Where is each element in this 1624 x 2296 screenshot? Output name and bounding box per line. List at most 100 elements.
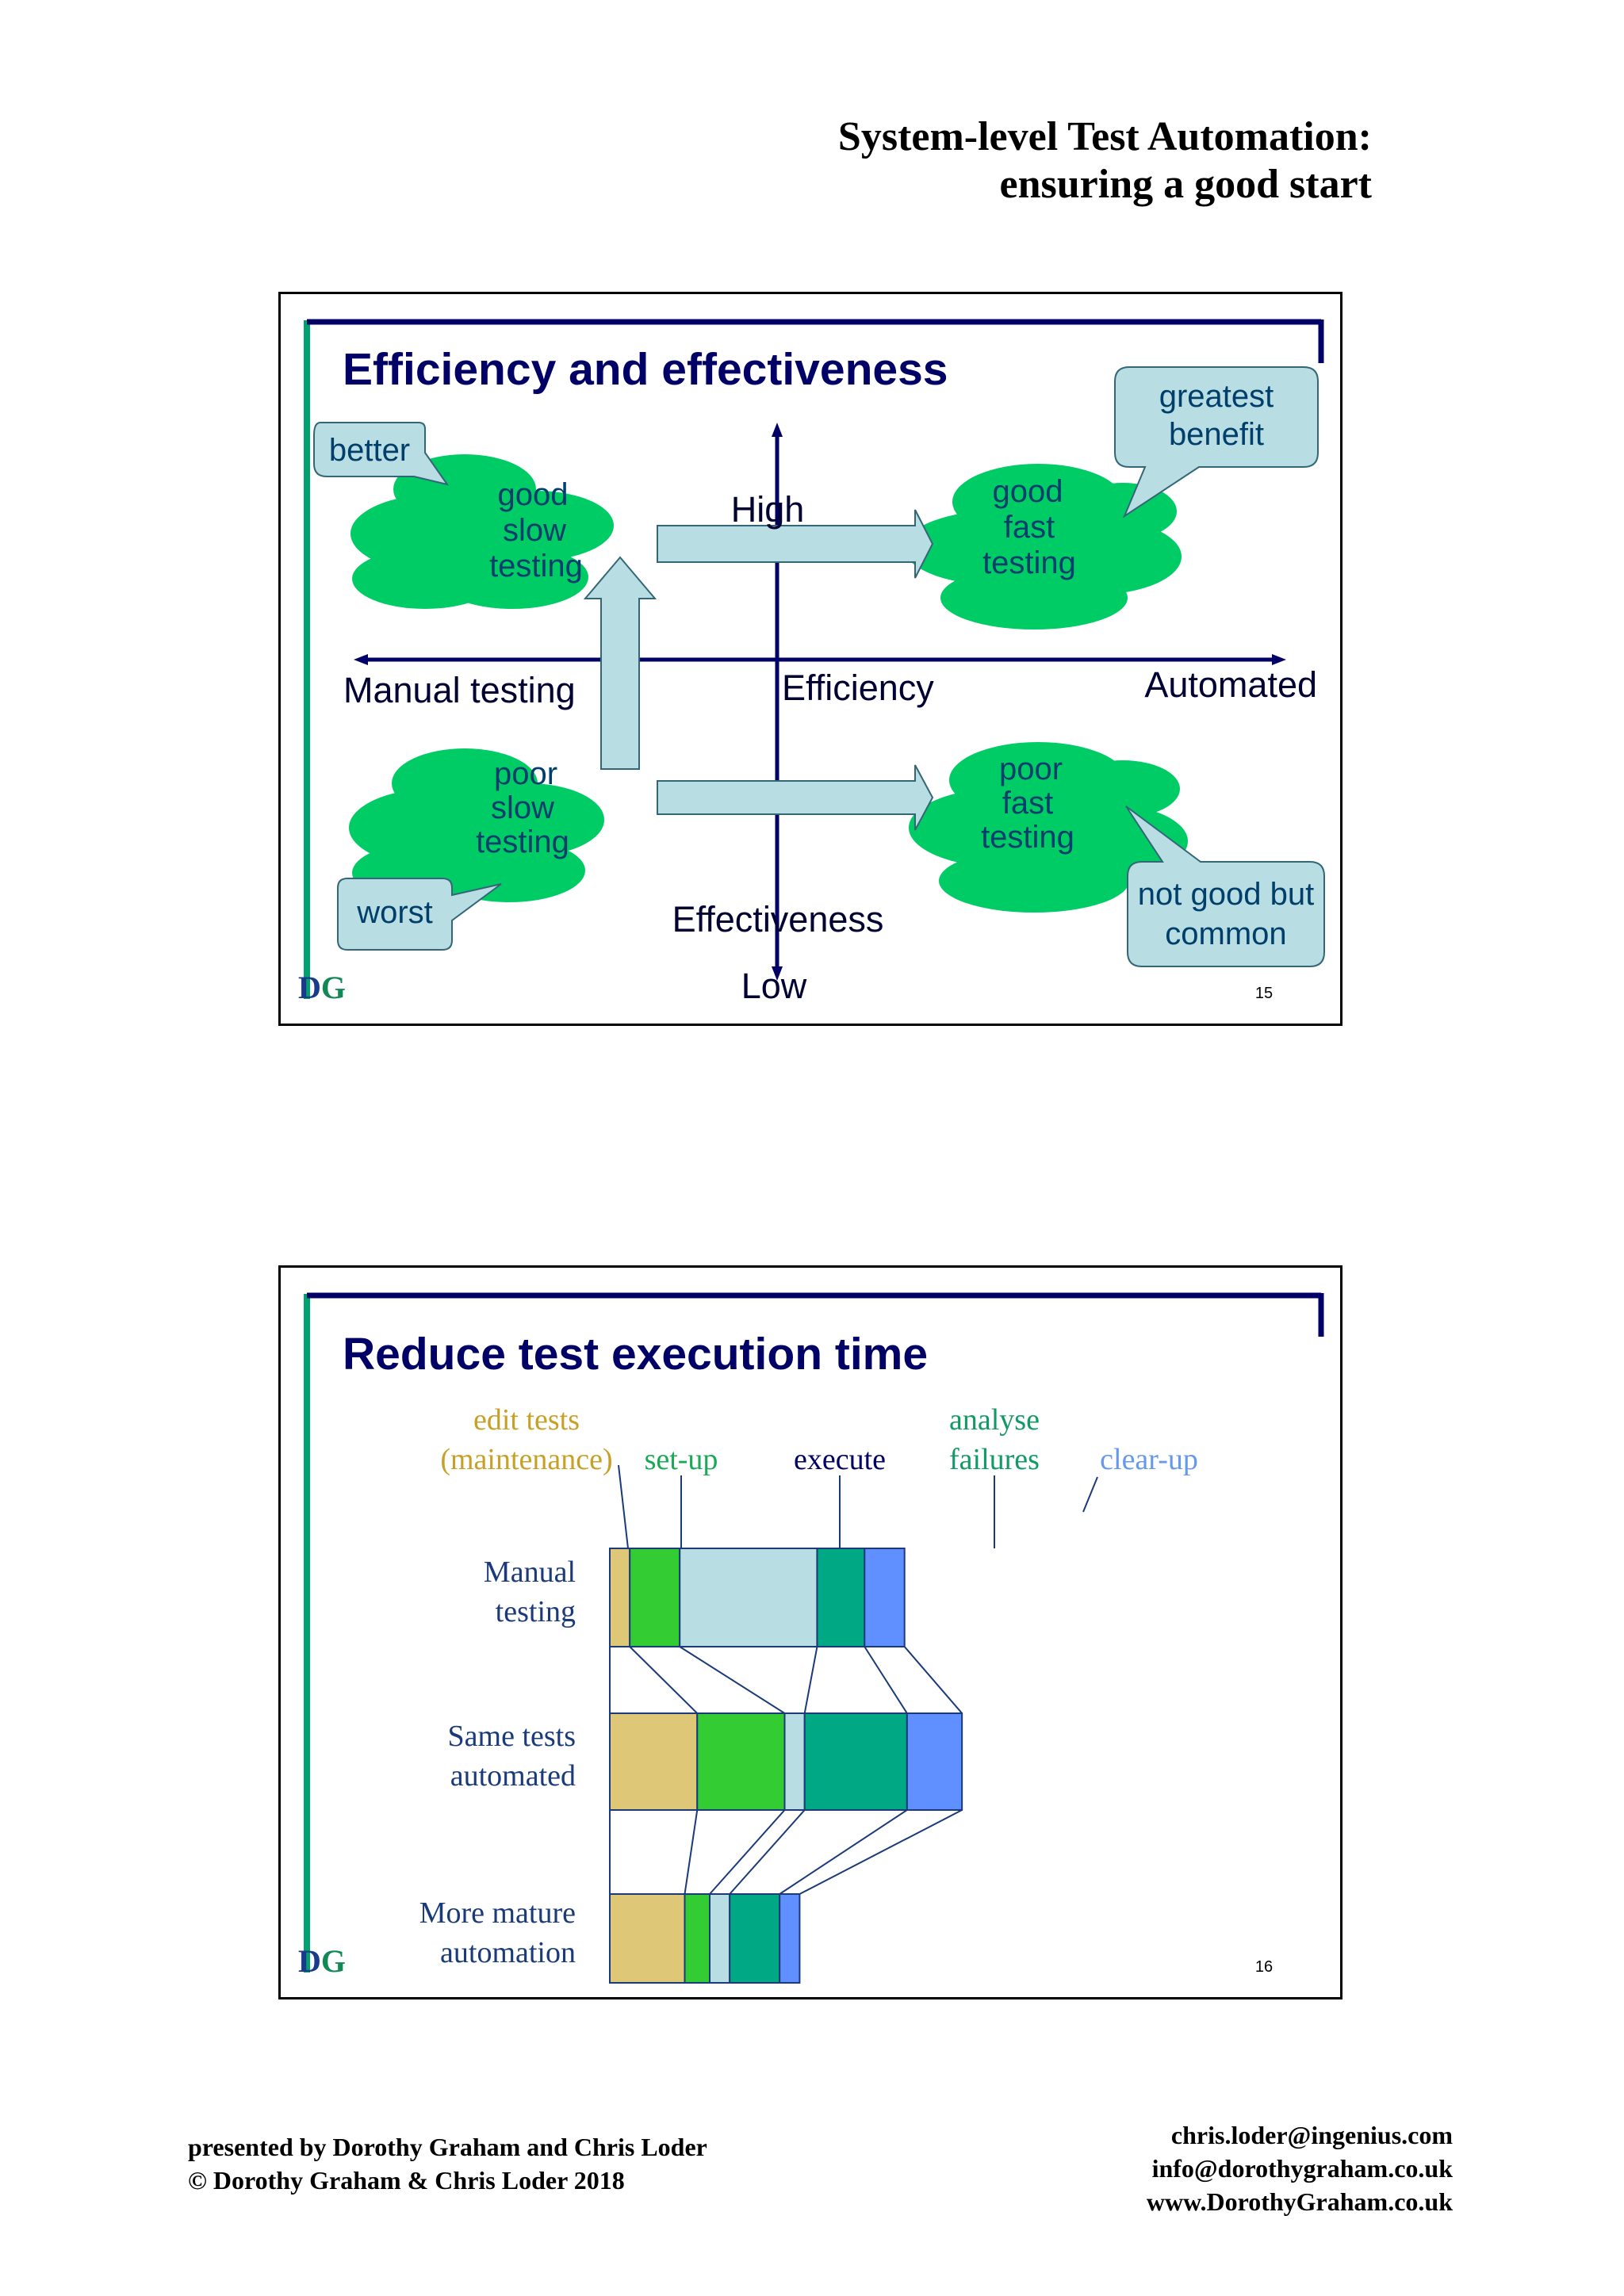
y-axis-top-arrow-icon bbox=[772, 423, 783, 437]
axis-high-label: High bbox=[731, 489, 805, 530]
footer-email-info: info@dorothygraham.co.uk bbox=[1151, 2154, 1453, 2183]
connector-line bbox=[629, 1646, 698, 1714]
slide-title: Reduce test execution time bbox=[343, 1329, 928, 1380]
cloud-poor-slow-line-2: slow bbox=[491, 790, 554, 825]
cloud-good-slow-line-2: slow bbox=[503, 513, 566, 548]
cloud-poor-slow-text: poor slow testing bbox=[476, 756, 569, 859]
slide-16-canvas: Reduce test execution time Manual testing… bbox=[298, 1292, 1324, 1984]
series-label: set-up bbox=[645, 1443, 718, 1476]
cloud-good-fast-text: good fast testing bbox=[982, 474, 1076, 580]
slide-page-number: 16 bbox=[1255, 1958, 1273, 1976]
bar-segment bbox=[803, 1712, 908, 1811]
row-label: Manual bbox=[484, 1556, 576, 1589]
y-axis-bottom-arrow-icon bbox=[772, 966, 783, 981]
cloud-poor-fast-line-2: fast bbox=[1002, 786, 1053, 821]
axis-manual-label: Manual testing bbox=[343, 670, 576, 710]
footer-copyright: © Dorothy Graham & Chris Loder 2018 bbox=[188, 2166, 625, 2195]
page-title-line-1: System-level Test Automation: bbox=[837, 114, 1372, 159]
cloud-good-slow-text: good slow testing bbox=[489, 477, 583, 584]
slide-title: Efficiency and effectiveness bbox=[343, 344, 948, 395]
row-label: More mature bbox=[419, 1896, 576, 1930]
bar-segment bbox=[729, 1893, 781, 1984]
connector-line bbox=[803, 1646, 818, 1714]
connector-line bbox=[864, 1646, 908, 1714]
footer-presented-by: presented by Dorothy Graham and Chris Lo… bbox=[188, 2133, 707, 2161]
dg-logo: DG bbox=[298, 1943, 346, 1979]
arrow-good-slow-to-good-fast-icon bbox=[657, 509, 934, 579]
series-label: failures bbox=[949, 1443, 1040, 1476]
cloud-good-slow bbox=[350, 454, 614, 609]
row-label: testing bbox=[496, 1595, 576, 1628]
callout-greatest-benefit: greatest benefit bbox=[1114, 366, 1319, 519]
cloud-good-slow-line-1: good bbox=[498, 477, 569, 512]
slide-efficiency-effectiveness: Efficiency and effectiveness bbox=[278, 292, 1342, 1026]
footer-left: presented by Dorothy Graham and Chris Lo… bbox=[188, 2130, 707, 2197]
row-label: automated bbox=[450, 1759, 576, 1793]
bar-segment bbox=[609, 1712, 699, 1811]
bar-segment bbox=[629, 1548, 681, 1647]
execution-time-chart: Manual testing Same tests automated More mat… bbox=[419, 1403, 1198, 1984]
callout-greatest-line-1: greatest bbox=[1159, 379, 1274, 414]
bar-segment bbox=[906, 1712, 963, 1811]
series-label: clear-up bbox=[1100, 1443, 1198, 1476]
x-axis-left-arrow-icon bbox=[354, 654, 368, 665]
bar-segment bbox=[816, 1548, 866, 1647]
cloud-good-fast-line-1: good bbox=[993, 474, 1063, 509]
connector-line bbox=[799, 1809, 963, 1895]
connector-line bbox=[684, 1809, 699, 1895]
callout-not-good-but-common: not good but common bbox=[1125, 806, 1325, 967]
cloud-good-slow-line-3: testing bbox=[489, 549, 583, 584]
slide-15-canvas: Efficiency and effectiveness bbox=[298, 319, 1325, 1006]
leader-line bbox=[1082, 1476, 1098, 1513]
slide-reduce-execution-time: Reduce test execution time Manual testing… bbox=[278, 1265, 1342, 1999]
callout-better-text: better bbox=[329, 433, 410, 468]
footer-email-chris: chris.loder@ingenius.com bbox=[1170, 2121, 1453, 2149]
callout-better: better bbox=[313, 422, 450, 486]
cloud-good-fast-line-2: fast bbox=[1004, 510, 1055, 545]
arrow-poor-slow-to-good-slow-icon bbox=[583, 556, 657, 770]
cloud-poor-fast-text: poor fast testing bbox=[981, 752, 1074, 855]
bar-segment bbox=[684, 1893, 710, 1984]
cloud-poor-fast-line-3: testing bbox=[981, 820, 1074, 855]
bar-segment bbox=[609, 1893, 686, 1984]
leader-line bbox=[618, 1464, 629, 1549]
bar-segment bbox=[779, 1893, 801, 1984]
cloud-poor-fast bbox=[909, 742, 1188, 913]
row-label: Same tests bbox=[448, 1720, 576, 1753]
connector-line bbox=[729, 1809, 806, 1895]
cloud-poor-slow-line-1: poor bbox=[494, 756, 557, 791]
connector-line bbox=[679, 1646, 786, 1714]
series-label: edit tests bbox=[473, 1403, 580, 1437]
slide-left-bar bbox=[304, 320, 310, 999]
arrow-poor-slow-to-poor-fast-icon bbox=[657, 764, 934, 831]
bar-segment bbox=[679, 1548, 818, 1647]
axis-low-label: Low bbox=[741, 966, 807, 1006]
cloud-poor-fast-line-1: poor bbox=[999, 752, 1063, 786]
series-label: execute bbox=[794, 1443, 886, 1476]
cloud-good-fast-line-3: testing bbox=[982, 545, 1076, 580]
callout-common-line-1: not good but bbox=[1138, 877, 1314, 912]
callout-worst: worst bbox=[337, 878, 502, 951]
connector-line bbox=[709, 1809, 786, 1895]
bar-segment bbox=[709, 1893, 731, 1984]
page-title-line-2: ensuring a good start bbox=[999, 162, 1372, 207]
series-label: (maintenance) bbox=[440, 1443, 612, 1476]
dg-logo: DG bbox=[298, 970, 346, 1005]
slide-page-number: 15 bbox=[1255, 985, 1273, 1002]
bar-segment bbox=[609, 1548, 631, 1647]
axis-effectiveness-label: Effectiveness bbox=[672, 899, 884, 939]
slide-left-bar bbox=[304, 1294, 310, 1973]
callout-greatest-line-2: benefit bbox=[1169, 417, 1264, 452]
page-title: System-level Test Automation: ensuring a… bbox=[838, 113, 1372, 209]
callout-common-line-2: common bbox=[1165, 916, 1286, 951]
cloud-poor-slow-line-3: testing bbox=[476, 825, 569, 859]
axis-automated-label: Automated bbox=[1144, 664, 1317, 705]
bar-segment bbox=[783, 1712, 806, 1811]
footer-website: www.DorothyGraham.co.uk bbox=[1146, 2187, 1453, 2216]
axis-efficiency-label: Efficiency bbox=[782, 668, 934, 708]
connector-line bbox=[903, 1646, 963, 1714]
cloud-good-fast bbox=[904, 464, 1182, 629]
bar-segment bbox=[696, 1712, 786, 1811]
footer-right: chris.loder@ingenius.com info@dorothygra… bbox=[1147, 2118, 1453, 2218]
series-label: analyse bbox=[949, 1403, 1040, 1437]
